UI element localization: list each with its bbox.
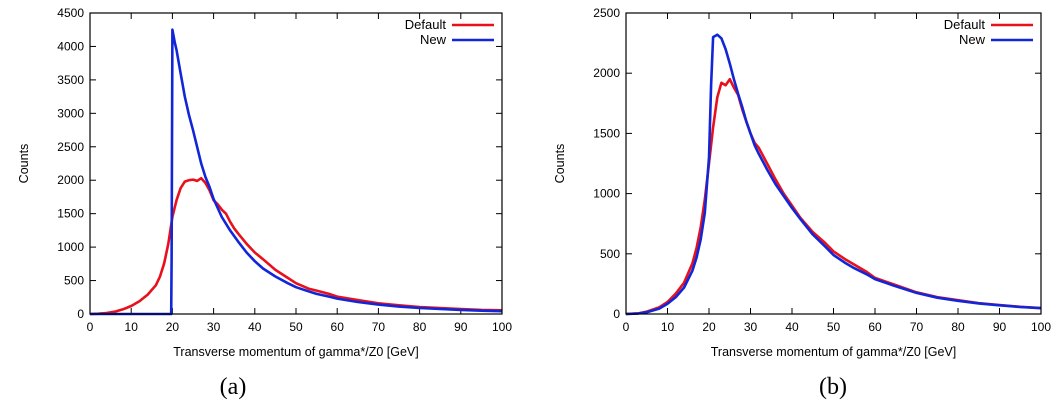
x-tick-label: 50 — [289, 320, 303, 334]
x-tick-label: 70 — [372, 320, 386, 334]
y-tick-label: 1000 — [593, 187, 620, 201]
legend-label-new: New — [959, 32, 986, 47]
x-tick-label: 80 — [951, 320, 965, 334]
series-line-new — [90, 28, 503, 316]
y-tick-label: 500 — [64, 274, 84, 288]
y-tick-label: 3000 — [57, 106, 84, 120]
chart-panel-b: 0 10 20 30 40 50 60 70 80 90 100 0 500 1000 1500 2000 25… — [530, 0, 1059, 414]
x-tick-label: 100 — [492, 320, 512, 334]
x-tick-label: 30 — [207, 320, 221, 334]
x-tick-label: 100 — [1031, 320, 1051, 334]
y-tick-label: 4000 — [57, 39, 84, 53]
x-tick-label: 50 — [827, 320, 841, 334]
x-tick-label: 40 — [248, 320, 262, 334]
x-tick-label: 0 — [623, 320, 630, 334]
y-tick-label: 500 — [600, 247, 620, 261]
x-axis-title: Transverse momentum of gamma*/Z0 [GeV] — [711, 345, 956, 359]
legend-label-default: Default — [944, 17, 986, 32]
y-tick-label: 2000 — [57, 173, 84, 187]
y-axis-title: Counts — [553, 144, 567, 184]
legend-label-default: Default — [405, 17, 447, 32]
x-tick-label: 60 — [868, 320, 882, 334]
y-tick-label: 2000 — [593, 66, 620, 80]
y-tick-label: 1000 — [57, 240, 84, 254]
caption-b: (b) — [819, 374, 847, 400]
chart-a: 0 10 20 30 40 50 60 70 80 90 100050010001500200025… — [17, 6, 512, 359]
x-tick-label: 90 — [454, 320, 468, 334]
series-line-default — [89, 176, 503, 316]
y-tick-label: 2500 — [593, 6, 620, 20]
legend-label-new: New — [420, 32, 447, 47]
x-tick-label: 30 — [744, 320, 758, 334]
y-tick-label: 0 — [77, 307, 84, 321]
x-tick-label: 80 — [413, 320, 427, 334]
plot-frame — [625, 12, 1042, 315]
x-tick-label: 20 — [702, 320, 716, 334]
series-line-new — [625, 33, 1042, 316]
x-tick-label: 70 — [910, 320, 924, 334]
x-tick-label: 10 — [661, 320, 675, 334]
y-tick-label: 1500 — [593, 126, 620, 140]
x-tick-label: 0 — [87, 320, 94, 334]
y-tick-label: 2500 — [57, 140, 84, 154]
plot-frame — [89, 12, 503, 315]
x-tick-label: 20 — [166, 320, 180, 334]
x-tick-label: 40 — [785, 320, 799, 334]
x-axis-title: Transverse momentum of gamma*/Z0 [GeV] — [173, 345, 418, 359]
y-tick-label: 0 — [613, 307, 620, 321]
chart-b: 0 10 20 30 40 50 60 70 80 90 100050010001500200025… — [553, 6, 1051, 359]
y-tick-label: 3500 — [57, 73, 84, 87]
x-tick-label: 90 — [993, 320, 1007, 334]
y-axis-title: Counts — [17, 144, 31, 184]
y-tick-label: 4500 — [57, 6, 84, 20]
x-tick-label: 10 — [125, 320, 139, 334]
y-tick-label: 1500 — [57, 207, 84, 221]
caption-a: (a) — [219, 374, 247, 400]
x-tick-label: 60 — [331, 320, 345, 334]
chart-panel-a: 0 10 20 30 40 50 60 70 80 90 100 0 500 1000 1500 2000 25… — [0, 0, 529, 414]
